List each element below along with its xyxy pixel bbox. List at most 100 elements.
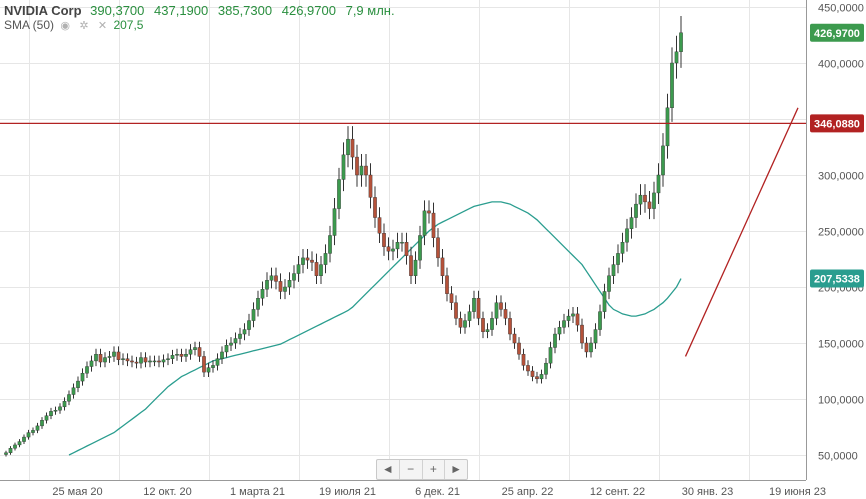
drawn-lines[interactable]: [0, 107, 806, 357]
candle-body: [625, 228, 629, 243]
y-tick-label: 450,0000: [818, 3, 864, 15]
candle-body: [323, 253, 328, 265]
candle-body: [206, 367, 211, 373]
price-tag-label: 346,0880: [814, 118, 860, 130]
candle: [215, 353, 220, 371]
candle-body: [76, 380, 80, 388]
candle: [656, 163, 661, 205]
candle: [530, 366, 535, 382]
candle-body: [26, 432, 31, 438]
y-tick-label: 150,0000: [818, 339, 864, 351]
candle-body: [44, 415, 49, 421]
candle: [512, 327, 517, 349]
candle: [8, 446, 13, 455]
candle-body: [409, 255, 413, 276]
candle: [494, 295, 499, 326]
candle: [107, 351, 112, 363]
candle: [679, 16, 683, 68]
candle: [400, 232, 404, 252]
candle-body: [125, 358, 130, 362]
candle-body: [436, 237, 440, 259]
candle: [328, 225, 332, 263]
candle-body: [292, 273, 296, 281]
candle: [373, 186, 377, 228]
zoom-in-button[interactable]: +: [423, 460, 446, 479]
candle-body: [283, 286, 287, 292]
candle-body: [80, 373, 85, 382]
candle: [301, 249, 305, 274]
candle-body: [607, 275, 611, 292]
candle: [143, 352, 148, 368]
candle-body: [404, 241, 409, 256]
candle-body: [260, 289, 265, 299]
candle-body: [332, 208, 337, 236]
candle: [202, 351, 206, 377]
candle: [665, 93, 670, 159]
candle-body: [422, 210, 427, 236]
chart-navigator: ◄ − + ►: [376, 459, 468, 480]
x-tick-label: 25 апр. 22: [502, 486, 554, 498]
candle: [265, 272, 269, 298]
candle-body: [364, 165, 368, 176]
candle: [278, 273, 283, 300]
candle: [121, 353, 125, 366]
grid: [0, 0, 806, 480]
candle-body: [530, 370, 535, 377]
candle-body: [251, 309, 256, 321]
candle: [67, 390, 71, 406]
candle-body: [535, 376, 539, 380]
candle: [256, 290, 260, 317]
candle: [386, 237, 391, 261]
candle-body: [643, 194, 647, 203]
candle-body: [517, 342, 521, 355]
candle-body: [319, 264, 323, 277]
price-tag-label: 426,9700: [814, 28, 860, 40]
candle: [184, 348, 188, 362]
candle: [4, 450, 8, 457]
candle: [229, 337, 233, 352]
candle: [377, 207, 382, 243]
candle-body: [400, 241, 404, 244]
candle: [62, 397, 67, 411]
candle: [193, 341, 197, 356]
candle-body: [341, 154, 346, 180]
candle: [310, 251, 314, 272]
candle-body: [620, 241, 625, 254]
gear-icon[interactable]: ✲: [79, 20, 89, 32]
candle-body: [130, 360, 134, 363]
candle-body: [350, 138, 355, 158]
candle: [539, 369, 544, 384]
eye-icon[interactable]: ◉: [60, 20, 70, 32]
candle-body: [211, 365, 215, 368]
candle: [557, 320, 562, 341]
candle-body: [188, 349, 193, 355]
candle: [175, 348, 179, 361]
candle-body: [359, 165, 364, 176]
candle: [647, 191, 652, 220]
candle-body: [427, 210, 431, 214]
price-tag-bg: [810, 23, 864, 42]
candle: [382, 223, 386, 256]
candle: [296, 255, 301, 282]
candle: [233, 332, 238, 349]
sma-line: [68, 201, 682, 456]
candle: [413, 251, 418, 285]
candle: [638, 184, 643, 215]
candle: [287, 272, 292, 295]
candle-body: [571, 313, 575, 317]
scroll-left-button[interactable]: ◄: [377, 460, 400, 479]
scroll-right-button[interactable]: ►: [450, 462, 463, 476]
candle-body: [121, 358, 125, 360]
candle-body: [368, 174, 373, 198]
candle: [40, 417, 44, 429]
zoom-out-button[interactable]: −: [400, 460, 423, 479]
close-icon[interactable]: ✕: [97, 20, 108, 32]
candle: [508, 311, 512, 341]
candle: [89, 355, 94, 372]
x-tick-label: 6 дек. 21: [415, 486, 460, 498]
candle-body: [548, 347, 553, 364]
candle-body: [499, 302, 503, 310]
candle-body: [89, 360, 94, 367]
candle: [13, 442, 17, 451]
